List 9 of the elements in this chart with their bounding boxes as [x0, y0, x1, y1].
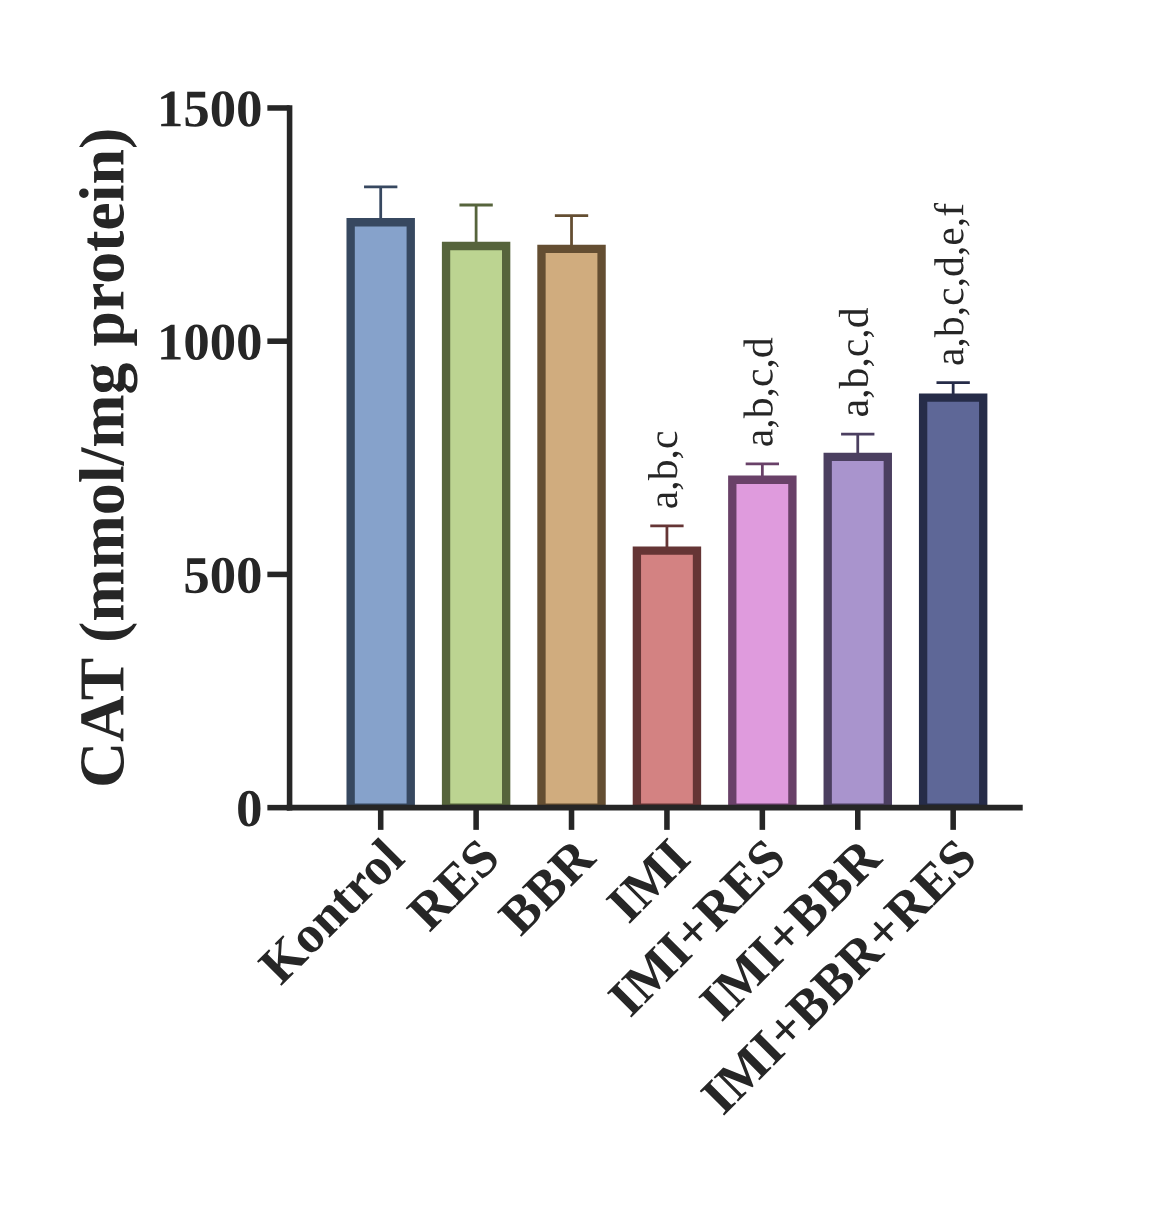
annotation: a,b,c: [648, 431, 684, 508]
y-tick-label: 1000: [161, 324, 261, 361]
y-axis-title: CAT (mmol/mg protein): [79, 130, 138, 785]
y-tick-label: 1500: [161, 91, 261, 127]
y-tick-label: 500: [185, 557, 261, 594]
annotation: a,b,c,d,e,f: [933, 202, 970, 365]
annotation: a,b,c,d: [838, 307, 875, 416]
y-tick-label: 0: [238, 790, 261, 827]
annotation: a,b,c,d: [743, 337, 779, 446]
